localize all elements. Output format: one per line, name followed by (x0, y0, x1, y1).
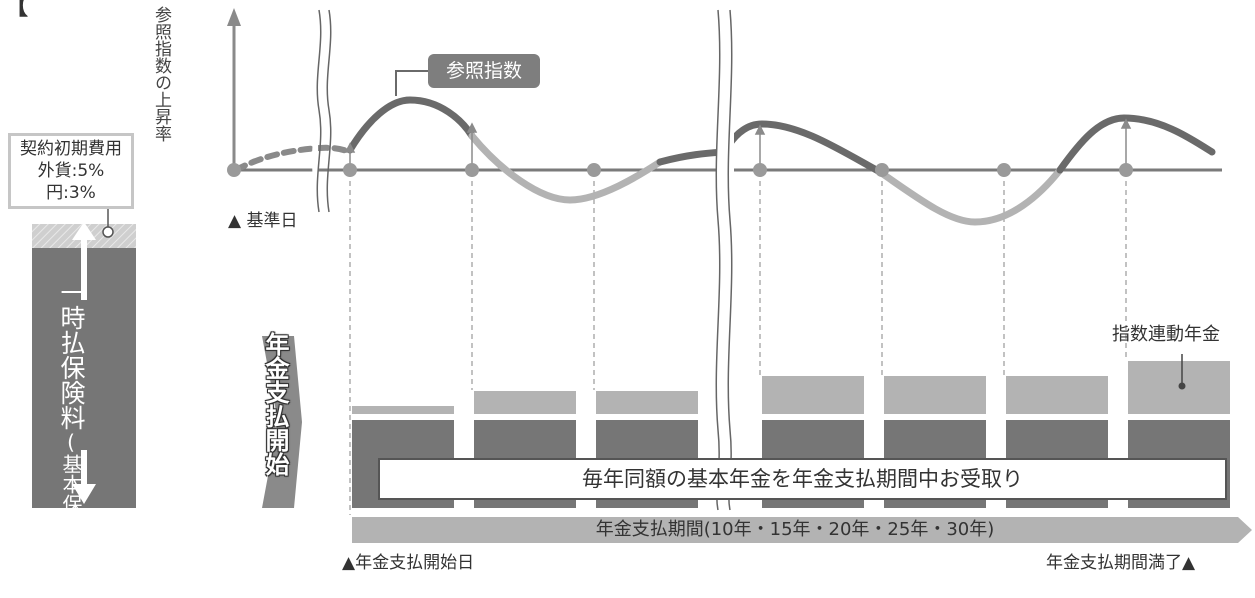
base-date-label: ▲ 基準日 (228, 211, 298, 231)
premium-bar (32, 209, 136, 508)
payment-period-label: 年金支払期間(10年・15年・20年・25年・30年) (595, 519, 995, 540)
axis-break-center (715, 9, 734, 511)
index-tag: 参照指数 (428, 54, 540, 88)
annuity-diagram: 【 参照指数の上昇率 参照指数 ▲ 基準日 契約初期費用 外貨:5% 円:3% … (4, 0, 1252, 573)
index-annuity-pointer (1178, 354, 1186, 390)
initial-cost-foreign: 外貨:5% (37, 161, 105, 181)
y-axis-label: 参照指数の上昇率 (151, 6, 171, 142)
index-annuity-bars (352, 361, 1230, 414)
y-axis (227, 8, 241, 168)
end-label: 年金支払期間満了▲ (1046, 553, 1196, 573)
title-fragment: 【 (4, 0, 28, 20)
index-curve (233, 96, 1216, 226)
initial-cost-yen: 円:3% (46, 183, 96, 203)
baseline-nodes (227, 163, 1133, 177)
initial-cost-box: 契約初期費用 外貨:5% 円:3% (8, 133, 134, 209)
annuity-start-label: 年金支払開始 (261, 332, 289, 476)
start-date-label: ▲年金支払開始日 (342, 553, 475, 573)
payment-period-arrow (352, 517, 1252, 543)
drop-lines (349, 172, 1127, 515)
index-annuity-label: 指数連動年金 (1112, 324, 1220, 345)
premium-label-group: 一時払保険料(基本保険金額) (52, 280, 90, 598)
index-tag-leader (395, 70, 428, 96)
base-annuity-banner: 毎年同額の基本年金を年金支払期間中お受取り (378, 458, 1227, 500)
premium-label: 一時払保険料 (57, 280, 86, 430)
premium-sublabel: (基本保険金額) (59, 430, 83, 598)
initial-cost-heading: 契約初期費用 (20, 139, 122, 159)
axis-break-left (312, 9, 332, 213)
annuity-start-marker (262, 336, 302, 508)
